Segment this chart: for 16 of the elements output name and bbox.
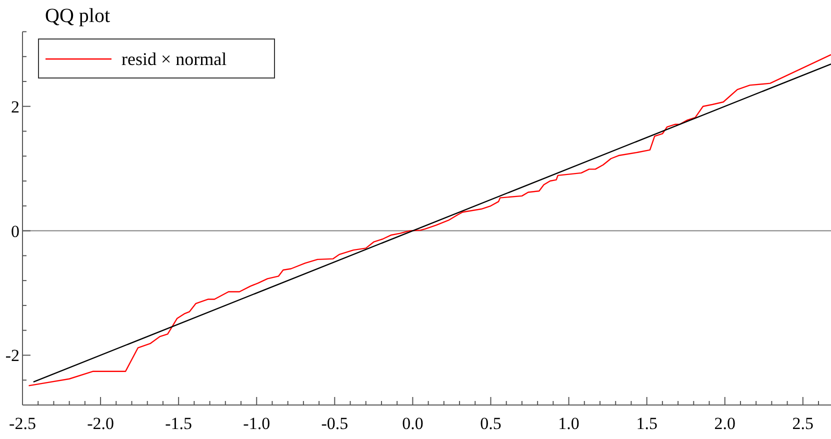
x-tick-label: 0.5 — [480, 414, 502, 433]
x-tick-label: -1.5 — [165, 414, 192, 433]
y-tick-label: 2 — [11, 97, 20, 116]
x-tick-label: 0.0 — [402, 414, 424, 433]
x-tick-label: -0.5 — [321, 414, 348, 433]
x-tick-label: -2.5 — [9, 414, 36, 433]
legend-label: resid × normal — [122, 49, 227, 69]
x-tick-label: 1.0 — [558, 414, 580, 433]
x-tick-label: -2.0 — [87, 414, 114, 433]
x-tick-label: 2.5 — [792, 414, 814, 433]
y-tick-label: -2 — [5, 346, 20, 366]
y-tick-label: 0 — [11, 222, 20, 241]
x-tick-label: 2.0 — [714, 414, 736, 433]
x-tick-label: 1.5 — [636, 414, 658, 433]
x-tick-label: -1.0 — [243, 414, 270, 433]
chart-title: QQ plot — [45, 5, 110, 27]
